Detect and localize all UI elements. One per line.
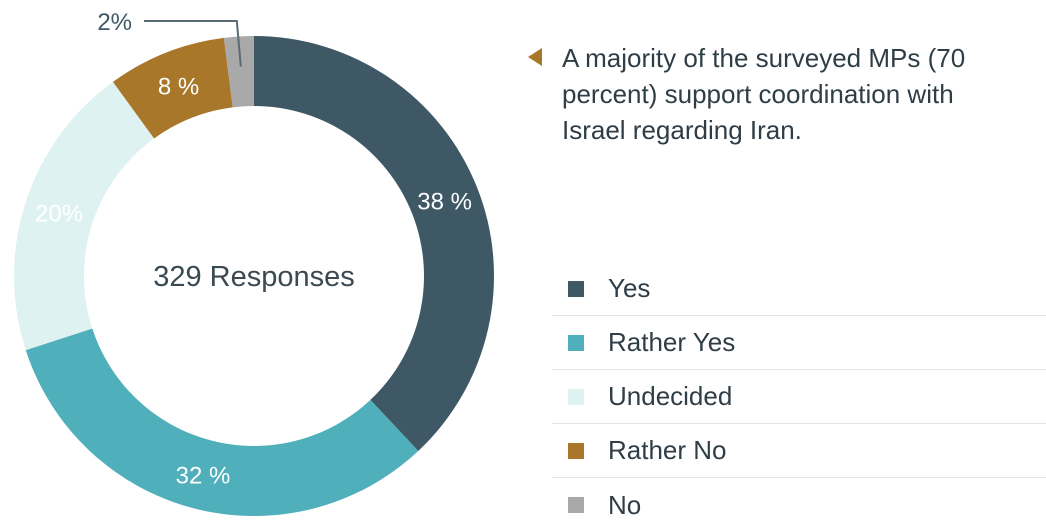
annotation-arrow-icon: [528, 48, 542, 66]
legend-label: No: [608, 489, 642, 520]
leader-line: [144, 20, 242, 67]
legend-item-yes: Yes: [552, 262, 1046, 316]
slice-yes: [254, 36, 495, 451]
legend-swatch: [568, 388, 584, 405]
legend-label: Rather Yes: [608, 327, 736, 357]
center-label: 329 Responses: [153, 261, 355, 293]
legend-swatch: [568, 497, 584, 513]
legend-swatch: [568, 334, 584, 351]
legend: Yes Rather Yes Undecided Rather No No: [552, 262, 1046, 532]
label-rather-no: 8 %: [158, 73, 199, 100]
legend-swatch: [568, 442, 584, 459]
legend-item-rather-yes: Rather Yes: [552, 316, 1046, 370]
legend-item-undecided: Undecided: [552, 370, 1046, 424]
label-no: 2%: [97, 9, 132, 36]
legend-label: Yes: [608, 273, 651, 303]
slice-rather-no: [112, 37, 233, 139]
label-undecided: 20%: [35, 201, 83, 228]
label-yes: 38 %: [417, 189, 472, 216]
slice-undecided: [13, 81, 155, 351]
slice-rather-yes: [25, 328, 419, 516]
annotation-text: A majority of the surveyed MPs (70 perce…: [562, 43, 966, 145]
legend-swatch: [568, 280, 584, 297]
donut-chart: 38 % 32 % 20% 8 % 2% 329 Responses: [13, 9, 495, 516]
label-rather-yes: 32 %: [176, 463, 231, 490]
legend-item-no: No: [552, 478, 1046, 532]
legend-label: Rather No: [608, 435, 727, 465]
legend-label: Undecided: [608, 381, 733, 411]
legend-item-rather-no: Rather No: [552, 424, 1046, 478]
annotation: A majority of the surveyed MPs (70 perce…: [528, 40, 998, 148]
slice-no: [223, 36, 254, 108]
